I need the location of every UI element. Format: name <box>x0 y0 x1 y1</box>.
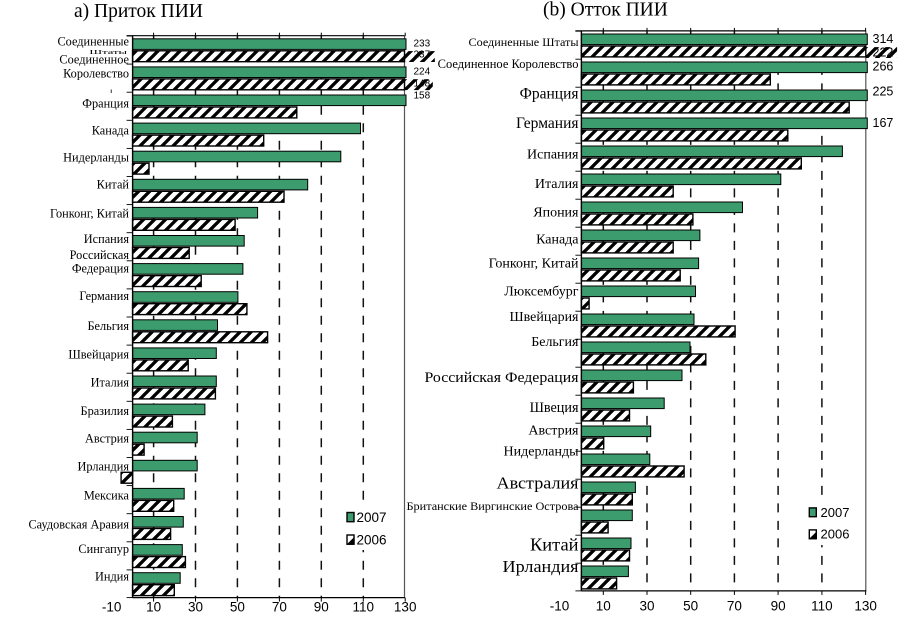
svg-text:Бельгия: Бельгия <box>531 335 579 350</box>
svg-text:233: 233 <box>414 39 431 50</box>
svg-text:2007: 2007 <box>821 505 850 520</box>
svg-text:Гонконг, Китай: Гонконг, Китай <box>50 207 129 221</box>
svg-text:Австрия: Австрия <box>85 432 129 446</box>
svg-text:10: 10 <box>596 599 611 614</box>
svg-text:Нидерланды: Нидерланды <box>63 151 129 165</box>
svg-text:Швейцария: Швейцария <box>510 310 580 325</box>
svg-text:-10: -10 <box>102 600 122 615</box>
svg-text:Китай: Китай <box>530 535 579 555</box>
svg-text:Мексика: Мексика <box>84 489 130 503</box>
svg-text:314: 314 <box>873 32 894 46</box>
svg-text:158: 158 <box>414 91 431 102</box>
svg-text:Италия: Италия <box>535 177 579 192</box>
svg-text:Австралия: Австралия <box>497 474 579 493</box>
svg-text:Франция: Франция <box>520 85 579 102</box>
svg-text:2006: 2006 <box>357 532 387 547</box>
svg-text:Соединенные Штаты: Соединенные Штаты <box>469 35 579 49</box>
svg-text:225: 225 <box>873 84 894 98</box>
svg-text:Япония: Япония <box>533 205 579 220</box>
svg-text:Штаты: Штаты <box>89 49 127 56</box>
svg-text:Гонконг, Китай: Гонконг, Китай <box>489 256 579 271</box>
svg-text:2006: 2006 <box>821 527 850 542</box>
svg-text:10: 10 <box>146 600 161 615</box>
svg-text:Соединенные: Соединенные <box>57 34 129 48</box>
svg-text:Испания: Испания <box>84 232 130 246</box>
svg-text:Швеция: Швеция <box>530 400 579 416</box>
svg-text:Соединенное Королевство: Соединенное Королевство <box>438 57 579 71</box>
svg-text:90: 90 <box>314 600 329 615</box>
svg-text:110: 110 <box>353 600 375 615</box>
svg-text:Ирландия: Ирландия <box>503 557 579 576</box>
svg-text:Китай: Китай <box>97 178 130 192</box>
svg-text:2007: 2007 <box>357 510 387 525</box>
svg-text:Канада: Канада <box>92 124 130 138</box>
svg-text:50: 50 <box>230 600 245 615</box>
svg-text:Российская: Российская <box>70 248 130 262</box>
svg-text:Испания: Испания <box>527 147 579 162</box>
svg-text:90: 90 <box>771 599 786 614</box>
svg-text:а) Приток ПИИ: а) Приток ПИИ <box>74 1 203 22</box>
svg-text:Бельгия: Бельгия <box>87 319 129 333</box>
svg-text:70: 70 <box>272 600 287 615</box>
svg-text:Италия: Италия <box>91 376 130 390</box>
svg-text:Австрия: Австрия <box>528 423 579 438</box>
svg-text:Франция: Франция <box>82 97 129 111</box>
svg-text:50: 50 <box>683 599 698 614</box>
svg-text:70: 70 <box>727 599 742 614</box>
svg-text:Российская Федерация: Российская Федерация <box>425 370 579 386</box>
svg-text:Бразилия: Бразилия <box>81 404 130 418</box>
svg-text:266: 266 <box>873 60 894 74</box>
svg-text:Индия: Индия <box>95 570 129 584</box>
svg-text:224: 224 <box>414 67 431 78</box>
svg-text:Сингапур: Сингапур <box>78 542 129 556</box>
svg-text:(b) Отток ПИИ: (b) Отток ПИИ <box>543 0 668 21</box>
svg-text:30: 30 <box>639 599 654 614</box>
svg-text:130: 130 <box>394 600 417 615</box>
svg-text:Федерация: Федерация <box>72 262 129 276</box>
svg-text:130: 130 <box>854 599 877 614</box>
svg-text:Соединенное: Соединенное <box>59 53 129 67</box>
svg-text:Ирландия: Ирландия <box>77 460 129 474</box>
svg-text:110: 110 <box>811 599 833 614</box>
svg-text:Люксембург: Люксембург <box>504 284 578 299</box>
svg-text:Германия: Германия <box>516 115 578 132</box>
svg-text:Канада: Канада <box>536 232 579 247</box>
svg-text:Королевство: Королевство <box>63 67 129 81</box>
svg-text:167: 167 <box>873 116 894 130</box>
svg-text:-10: -10 <box>550 599 570 614</box>
svg-text:Саудовская Аравия: Саудовская Аравия <box>28 518 129 532</box>
svg-text:Швейцария: Швейцария <box>68 348 129 362</box>
svg-text:Британские Виргинские Острова: Британские Виргинские Острова <box>407 499 580 513</box>
svg-text:30: 30 <box>188 600 203 615</box>
svg-text:Нидерланды: Нидерланды <box>504 444 580 459</box>
svg-text:Германия: Германия <box>79 289 129 303</box>
